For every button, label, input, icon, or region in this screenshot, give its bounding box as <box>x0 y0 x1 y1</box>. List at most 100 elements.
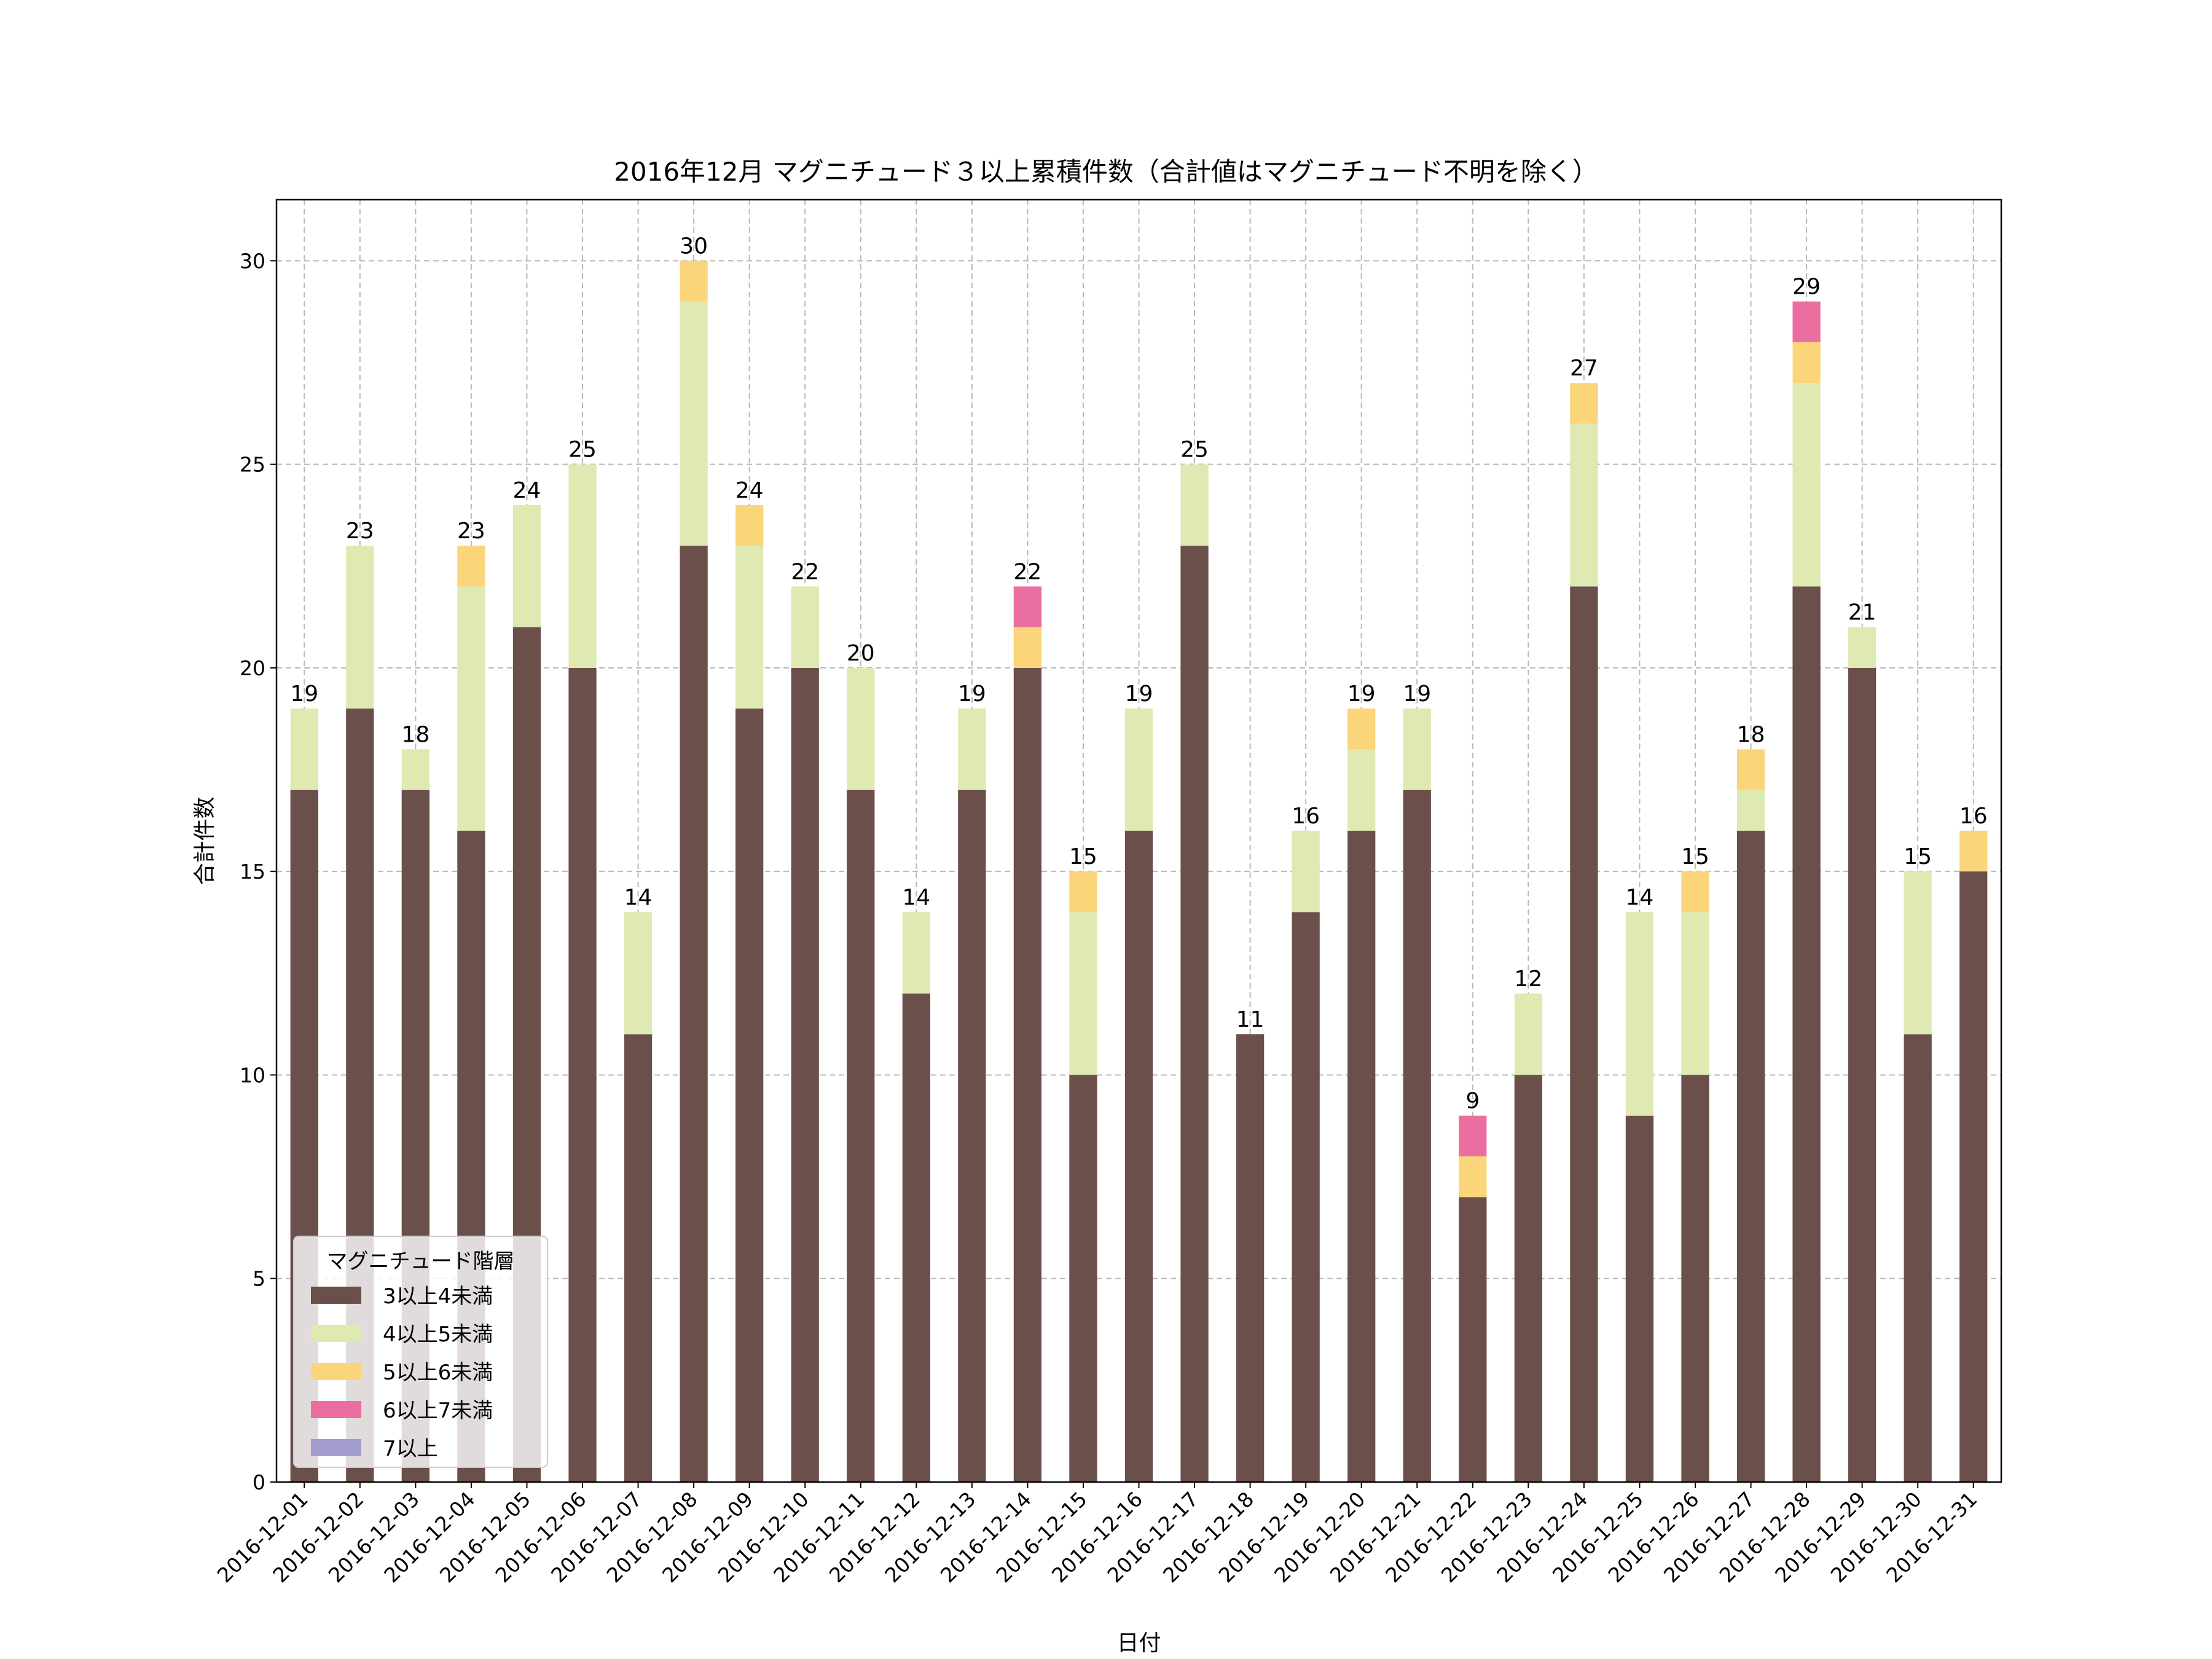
bar-segment <box>847 790 875 1482</box>
total-label: 19 <box>1347 681 1376 707</box>
bar-segment <box>1736 749 1765 790</box>
legend-entry: 6以上7未満 <box>383 1398 493 1423</box>
y-tick-label: 5 <box>253 1267 265 1291</box>
bar-segment <box>1069 871 1097 912</box>
x-axis-label: 日付 <box>1116 1631 1161 1656</box>
bar-segment <box>1792 383 1821 587</box>
bar-segment <box>1959 830 1988 872</box>
bar-segment <box>735 504 764 546</box>
data-labels: 19 23 18 23 24 25 14 30 24 22 20 14 19 22 15 19 25 11 16 19… <box>290 233 1987 1113</box>
bar-segment <box>1792 342 1821 383</box>
total-label: 21 <box>1848 600 1877 626</box>
bar-segment <box>624 912 653 1035</box>
bar-segment <box>1013 627 1042 668</box>
bar-segment <box>680 261 708 302</box>
legend-entry: 3以上4未満 <box>383 1284 493 1309</box>
bar-segment <box>791 667 819 1482</box>
bar-segment <box>1625 912 1654 1116</box>
total-label: 19 <box>1125 681 1153 707</box>
bar-segment <box>1347 708 1376 750</box>
bar-segment <box>1459 1156 1487 1198</box>
legend-swatch <box>311 1325 361 1342</box>
bar-segment <box>457 546 485 587</box>
bar-segment <box>1459 1197 1487 1482</box>
bar-segment <box>735 546 764 709</box>
total-label: 15 <box>1681 844 1709 869</box>
bar-segment <box>1514 993 1542 1075</box>
total-label: 23 <box>346 519 374 544</box>
bar-segment <box>1570 423 1598 587</box>
legend-title: マグニチュード階層 <box>327 1249 515 1274</box>
total-label: 12 <box>1514 967 1542 992</box>
total-label: 9 <box>1465 1089 1480 1114</box>
total-label: 23 <box>457 519 485 544</box>
bar-segment <box>1124 708 1153 831</box>
bar-segment <box>1959 871 1988 1482</box>
bar-segment <box>1681 912 1709 1075</box>
bar-segment <box>457 586 485 831</box>
bar-segment <box>791 586 819 668</box>
y-tick-label: 10 <box>240 1063 265 1087</box>
bar-segment <box>1792 586 1821 1482</box>
bar-segment <box>1180 546 1209 1483</box>
bar-segment <box>1292 912 1320 1482</box>
total-label: 15 <box>1069 844 1097 869</box>
bar-segment <box>1736 830 1765 1482</box>
bar-segment <box>512 504 541 627</box>
total-label: 25 <box>1180 437 1209 463</box>
legend-swatch <box>311 1439 361 1456</box>
y-tick-label: 30 <box>240 249 265 273</box>
total-label: 29 <box>1792 275 1821 300</box>
bar-segment <box>624 1034 653 1482</box>
total-label: 16 <box>1959 804 1988 829</box>
bar-segment <box>1292 830 1320 912</box>
bar-segment <box>1792 301 1821 342</box>
total-label: 30 <box>680 233 708 259</box>
total-label: 15 <box>1904 844 1932 869</box>
total-label: 18 <box>1737 722 1765 747</box>
bar-segment <box>568 464 597 668</box>
legend-swatch <box>311 1287 361 1304</box>
bar-segment <box>680 301 708 546</box>
bar-segment <box>1681 871 1709 912</box>
bar-segment <box>1904 1034 1932 1482</box>
total-label: 19 <box>1403 681 1431 707</box>
bar-segment <box>1403 790 1431 1482</box>
total-label: 18 <box>401 722 429 747</box>
bar-segment <box>958 790 986 1482</box>
bar-segment <box>1848 627 1877 668</box>
bar-segment <box>902 912 930 994</box>
total-label: 25 <box>568 437 597 463</box>
bar-segment <box>1514 1075 1542 1482</box>
bar-segment <box>1013 586 1042 627</box>
bar-segment <box>1681 1075 1709 1482</box>
legend-swatch <box>311 1363 361 1380</box>
y-tick-label: 20 <box>240 656 265 680</box>
total-label: 22 <box>1013 559 1041 584</box>
bar-segment <box>346 546 374 709</box>
bar-segment <box>1347 830 1376 1482</box>
bar-segment <box>1069 1075 1097 1482</box>
bar-segment <box>1848 667 1877 1482</box>
bar-segment <box>1180 464 1209 546</box>
bar-segment <box>290 708 318 790</box>
bar-segment <box>401 749 430 790</box>
legend: マグニチュード階層 3以上4未満 4以上5未満 5以上6未満 6以上7未満 7以上 <box>293 1236 548 1468</box>
total-label: 27 <box>1570 356 1598 381</box>
y-axis-label: 合計件数 <box>192 796 218 885</box>
chart-title: 2016年12月 マグニチュード３以上累積件数（合計値はマグニチュード不明を除く… <box>614 157 1598 187</box>
bar-segment <box>1347 749 1376 831</box>
y-tick-label: 25 <box>240 453 265 477</box>
total-label: 19 <box>290 681 318 707</box>
total-label: 20 <box>847 641 875 666</box>
total-label: 19 <box>958 681 986 707</box>
bar-segment <box>847 667 875 790</box>
total-label: 14 <box>624 885 653 910</box>
legend-entry: 5以上6未満 <box>383 1360 493 1385</box>
y-tick-label: 15 <box>240 860 265 884</box>
bar-segment <box>1403 708 1431 790</box>
y-tick-label: 0 <box>253 1470 265 1494</box>
bar-segment <box>1236 1034 1265 1482</box>
bar-segment <box>958 708 986 790</box>
